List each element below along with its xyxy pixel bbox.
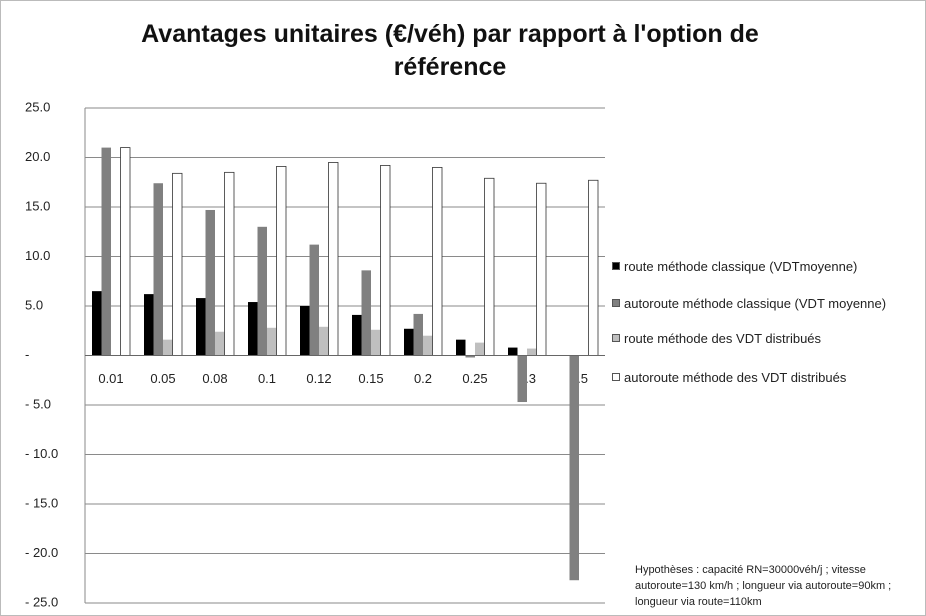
bar [257,226,267,356]
bar [101,147,111,356]
legend-label: route méthode classique (VDTmoyenne) [624,259,858,274]
y-tick-label: 20.0 [25,149,50,164]
bar [361,270,371,356]
bar [423,335,433,356]
bar [432,166,443,356]
bar [475,342,485,356]
bar [196,298,206,356]
bar [404,328,414,356]
y-tick-label: - 15.0 [25,495,58,510]
bar [215,331,225,356]
bar [352,314,362,356]
bar [300,306,310,356]
legend-swatch [612,373,620,381]
legend-item: autoroute méthode classique (VDT moyenne… [610,295,915,312]
y-tick-label: 15.0 [25,198,50,213]
annotation: Hypothèses : capacité RN=30000véh/j ; vi… [635,564,892,608]
legend-label: route méthode des VDT distribués [624,331,822,346]
legend: route méthode classique (VDTmoyenne) auto… [610,258,915,386]
y-tick-label: 10.0 [25,248,50,263]
chart-title: Avantages unitaires (€/véh) par rapport … [141,20,759,81]
x-tick-label: 0.08 [202,371,227,386]
legend-item: autoroute méthode des VDT distribués [610,369,915,386]
bar [248,302,258,356]
bar [380,165,391,356]
bar [319,326,329,356]
bar [163,339,173,356]
bar [517,355,527,403]
x-tick-label: 0.1 [258,371,276,386]
legend-swatch [612,334,620,342]
x-tick-label: 0.01 [98,371,123,386]
bar [588,179,599,356]
x-tick-label: 0.2 [414,371,432,386]
bar [456,339,466,356]
legend-label: autoroute méthode des VDT distribués [624,370,847,385]
bar [413,313,423,356]
bar [205,209,215,356]
y-tick-label: - 20.0 [25,545,58,560]
bar [120,147,131,356]
y-tick-label: - 10.0 [25,446,58,461]
legend-label: autoroute méthode classique (VDT moyenne… [624,296,887,311]
bar [328,162,339,356]
legend-item: route méthode des VDT distribués [610,330,915,347]
bar [536,182,547,356]
legend-swatch [612,262,620,270]
x-tick-label: 0.05 [150,371,175,386]
bar [172,172,183,356]
bar [484,177,495,356]
bar [527,348,537,356]
y-tick-label: - 5.0 [25,396,51,411]
x-tick-label: 0.12 [306,371,331,386]
y-tick-label: - 25.0 [25,594,58,609]
y-tick-label: 25.0 [25,99,50,114]
bar [144,294,154,356]
bar [153,183,163,356]
bar [309,244,319,356]
bar [569,355,579,581]
bar [224,171,235,356]
y-tick-label: 5.0 [25,297,43,312]
bar [371,329,381,356]
bar [508,347,518,356]
bar [267,327,277,356]
bar [276,166,287,356]
x-tick-label: 0.15 [358,371,383,386]
legend-item: route méthode classique (VDTmoyenne) [610,258,915,275]
x-tick-label: 0.25 [462,371,487,386]
legend-swatch [612,299,620,307]
bar [92,291,102,356]
bar [465,355,475,358]
y-tick-label: - [25,347,29,362]
